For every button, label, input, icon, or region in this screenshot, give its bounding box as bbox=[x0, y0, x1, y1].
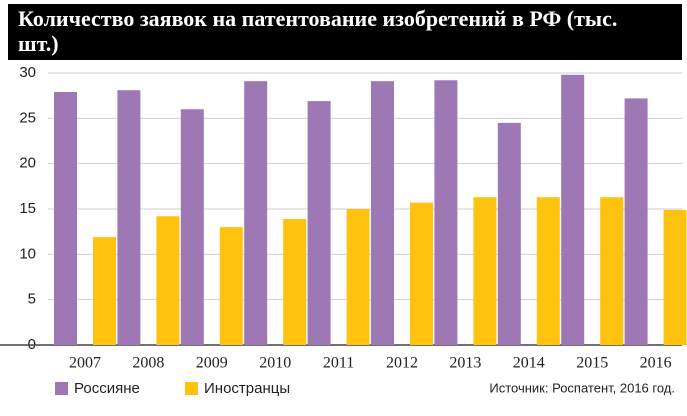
legend-swatch bbox=[55, 382, 68, 395]
x-tick-label: 2010 bbox=[259, 355, 291, 372]
y-tick-label: 5 bbox=[28, 291, 36, 308]
x-tick-label: 2007 bbox=[69, 355, 101, 372]
y-tick-label: 25 bbox=[19, 109, 36, 126]
x-tick-label: 2015 bbox=[576, 355, 608, 372]
source-note: Источник: Роспатент, 2016 год. bbox=[489, 380, 675, 395]
bar bbox=[244, 81, 267, 345]
bar bbox=[93, 237, 116, 345]
x-tick-label: 2011 bbox=[323, 355, 354, 372]
bar bbox=[283, 219, 306, 345]
bar bbox=[54, 92, 77, 345]
bar bbox=[308, 101, 331, 345]
bar bbox=[664, 210, 687, 345]
x-tick-label: 2014 bbox=[513, 355, 545, 372]
x-tick-label: 2009 bbox=[196, 355, 228, 372]
bar bbox=[181, 109, 204, 345]
chart-title: Количество заявок на патентование изобре… bbox=[8, 4, 682, 60]
bar bbox=[220, 227, 243, 345]
bar bbox=[561, 75, 584, 345]
legend-label: Россияне bbox=[74, 380, 140, 397]
y-tick-label: 15 bbox=[19, 200, 36, 217]
bar bbox=[434, 80, 457, 345]
bar bbox=[371, 81, 394, 345]
bar bbox=[537, 197, 560, 345]
y-tick-label: 20 bbox=[19, 155, 36, 172]
bar bbox=[347, 209, 370, 345]
y-tick-label: 30 bbox=[19, 64, 36, 81]
x-tick-label: 2012 bbox=[386, 355, 418, 372]
bar bbox=[117, 90, 140, 345]
x-tick-label: 2016 bbox=[640, 355, 672, 372]
x-tick-label: 2008 bbox=[132, 355, 164, 372]
bar bbox=[600, 197, 623, 345]
y-tick-label: 10 bbox=[19, 245, 36, 262]
bar bbox=[473, 197, 496, 345]
bar bbox=[625, 98, 648, 345]
legend-label: Иностранцы bbox=[204, 380, 290, 397]
bar bbox=[498, 123, 521, 345]
x-tick-label: 2013 bbox=[449, 355, 481, 372]
bar bbox=[156, 216, 179, 345]
legend-swatch bbox=[185, 382, 198, 395]
bar bbox=[410, 203, 433, 345]
